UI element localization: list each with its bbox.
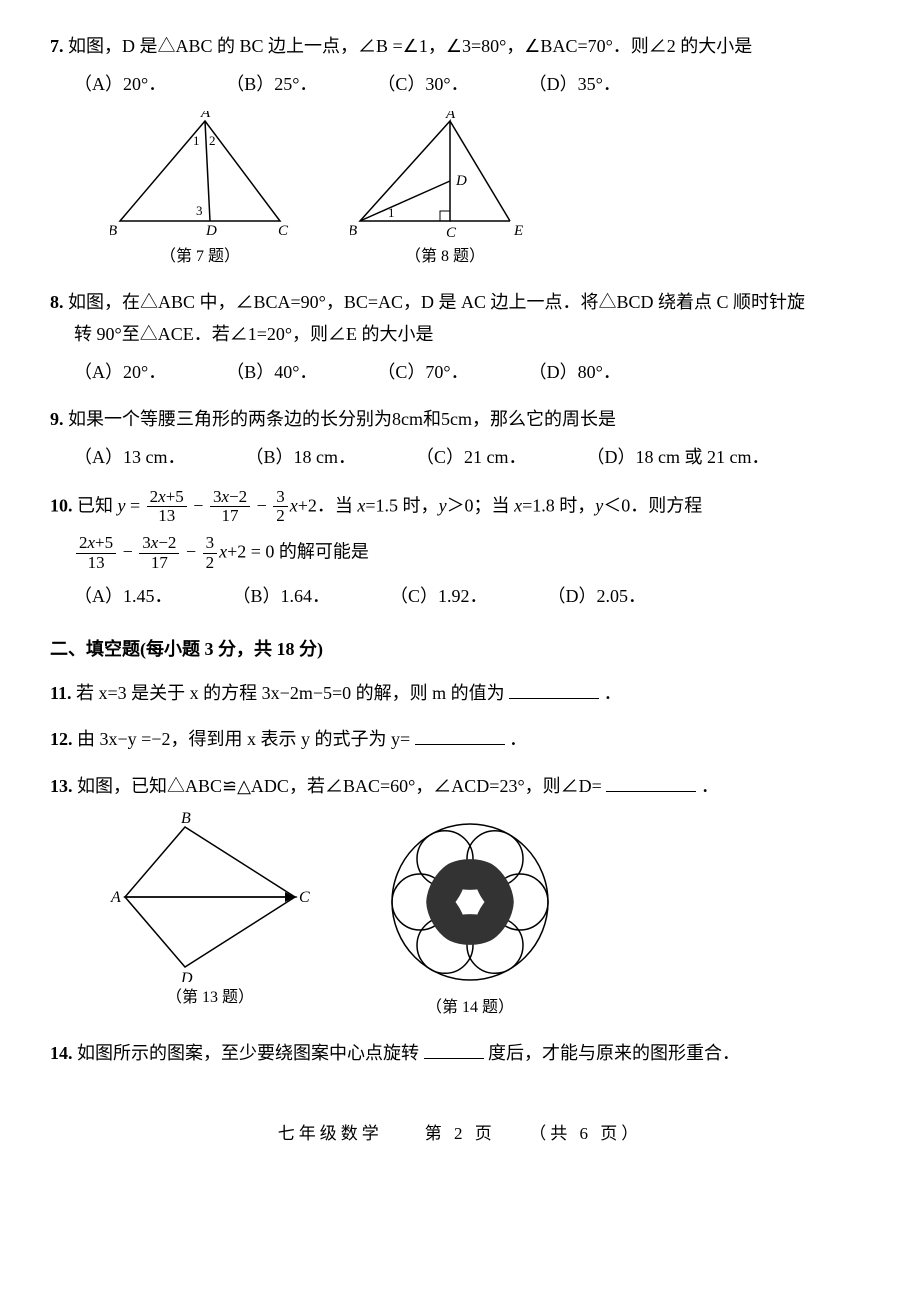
q7-options: （A）20°． （B）25°． （C）30°． （D）35°． xyxy=(74,68,870,100)
q9-opt-d: （D）18 cm 或 21 cm． xyxy=(587,441,770,473)
q7-opt-b: （B）25°． xyxy=(226,68,317,100)
question-11: 11. 若 x=3 是关于 x 的方程 3x−2m−5=0 的解，则 m 的值为… xyxy=(50,677,870,709)
q12-num: 12. xyxy=(50,729,73,749)
svg-text:3: 3 xyxy=(196,203,203,218)
q7-body: 如图，D 是△ABC 的 BC 边上一点，∠B =∠1，∠3=80°，∠BAC=… xyxy=(68,36,752,56)
fig7-caption: （第 7 题） xyxy=(110,243,290,272)
svg-text:B: B xyxy=(350,223,357,239)
q10-line2: 2x+513 − 3x−217 − 32x+2 = 0 的解可能是 xyxy=(74,534,870,572)
q8-opt-b: （B）40°． xyxy=(226,356,317,388)
q9-opt-c: （C）21 cm． xyxy=(416,441,527,473)
q9-num: 9. xyxy=(50,409,64,429)
q10-opt-a: （A）1.45． xyxy=(74,580,173,612)
svg-text:C: C xyxy=(446,225,457,241)
q10-options: （A）1.45． （B）1.64． （C）1.92． （D）2.05． xyxy=(74,580,870,612)
q8-opt-c: （C）70°． xyxy=(377,356,468,388)
q8-opt-a: （A）20°． xyxy=(74,356,166,388)
q9-opt-a: （A）13 cm． xyxy=(74,441,186,473)
q9-text: 9. 如果一个等腰三角形的两条边的长分别为8cm和5cm，那么它的周长是 xyxy=(50,403,870,435)
svg-text:1: 1 xyxy=(388,205,395,220)
question-9: 9. 如果一个等腰三角形的两条边的长分别为8cm和5cm，那么它的周长是 （A）… xyxy=(50,403,870,474)
q13-body-a: 如图，已知△ABC≌△ADC，若∠BAC=60°，∠ACD=23°，则∠D= xyxy=(77,776,606,796)
fig14-caption: （第 14 题） xyxy=(370,994,570,1023)
q8-num: 8. xyxy=(50,292,64,312)
fig13-wrap: A B C D （第 13 题） xyxy=(110,812,310,1023)
svg-text:A: A xyxy=(110,889,121,906)
q11-blank xyxy=(509,680,599,699)
q10-num: 10. xyxy=(50,495,73,515)
svg-text:E: E xyxy=(513,223,523,239)
svg-text:D: D xyxy=(455,173,467,189)
fig13-svg: A B C D xyxy=(110,812,310,982)
q7-text: 7. 如图，D 是△ABC 的 BC 边上一点，∠B =∠1，∠3=80°，∠B… xyxy=(50,30,870,62)
fig8-wrap: A B C D E 1 （第 8 题） xyxy=(350,111,540,272)
q7-opt-c: （C）30°． xyxy=(377,68,468,100)
q10-opt-d: （D）2.05． xyxy=(548,580,647,612)
page-footer: 七年级数学 第 2 页 （共 6 页） xyxy=(50,1119,870,1150)
fig7-svg: A B C D 12 3 xyxy=(110,111,290,241)
q14-blank xyxy=(424,1040,484,1059)
figs-13-14: A B C D （第 13 题） （第 14 题） xyxy=(110,812,870,1023)
svg-text:B: B xyxy=(110,223,117,239)
fig8-svg: A B C D E 1 xyxy=(350,111,540,241)
svg-text:D: D xyxy=(180,970,193,982)
svg-text:B: B xyxy=(181,812,191,827)
svg-text:A: A xyxy=(200,111,211,121)
svg-text:D: D xyxy=(205,223,217,239)
fig14-svg xyxy=(370,812,570,992)
fig14-wrap: （第 14 题） xyxy=(370,812,570,1023)
q12-blank xyxy=(415,726,505,745)
q13-blank xyxy=(606,773,696,792)
q11-body-a: 若 x=3 是关于 x 的方程 3x−2m−5=0 的解，则 m 的值为 xyxy=(76,683,505,703)
q11-num: 11. xyxy=(50,683,72,703)
q9-opt-b: （B）18 cm． xyxy=(246,441,357,473)
q14-body-b: 度后，才能与原来的图形重合． xyxy=(488,1043,740,1063)
q8-body-a: 如图，在△ABC 中，∠BCA=90°，BC=AC，D 是 AC 边上一点．将△… xyxy=(68,292,805,312)
q11-body-b: ． xyxy=(604,683,622,703)
q10-opt-c: （C）1.92． xyxy=(390,580,488,612)
question-7: 7. 如图，D 是△ABC 的 BC 边上一点，∠B =∠1，∠3=80°，∠B… xyxy=(50,30,870,272)
svg-text:A: A xyxy=(445,111,456,122)
q7-opt-d: （D）35°． xyxy=(529,68,621,100)
fig7-wrap: A B C D 12 3 （第 7 题） xyxy=(110,111,290,272)
svg-text:1: 1 xyxy=(193,133,200,148)
q9-options: （A）13 cm． （B）18 cm． （C）21 cm． （D）18 cm 或… xyxy=(74,441,870,473)
section-2-title: 二、填空题(每小题 3 分，共 18 分) xyxy=(50,633,870,665)
svg-text:C: C xyxy=(278,223,289,239)
question-13: 13. 如图，已知△ABC≌△ADC，若∠BAC=60°，∠ACD=23°，则∠… xyxy=(50,770,870,1023)
q10-line1: 10. 已知 y = 2x+513 − 3x−217 − 32x+2．当 x=1… xyxy=(50,488,870,526)
q10-opt-b: （B）1.64． xyxy=(233,580,331,612)
svg-text:2: 2 xyxy=(209,133,216,148)
q12-body-b: ． xyxy=(509,729,527,749)
q14-body-a: 如图所示的图案，至少要绕图案中心点旋转 xyxy=(77,1043,419,1063)
q13-body-b: ． xyxy=(701,776,719,796)
question-12: 12. 由 3x−y =−2，得到用 x 表示 y 的式子为 y= ． xyxy=(50,723,870,755)
question-14: 14. 如图所示的图案，至少要绕图案中心点旋转 度后，才能与原来的图形重合． xyxy=(50,1037,870,1069)
q12-body-a: 由 3x−y =−2，得到用 x 表示 y 的式子为 y= xyxy=(77,729,410,749)
q14-num: 14. xyxy=(50,1043,73,1063)
q8-text-a: 8. 如图，在△ABC 中，∠BCA=90°，BC=AC，D 是 AC 边上一点… xyxy=(50,286,870,318)
svg-text:C: C xyxy=(299,889,310,906)
q7-num: 7. xyxy=(50,36,64,56)
q8-options: （A）20°． （B）40°． （C）70°． （D）80°． xyxy=(74,356,870,388)
q7-opt-a: （A）20°． xyxy=(74,68,166,100)
question-10: 10. 已知 y = 2x+513 − 3x−217 − 32x+2．当 x=1… xyxy=(50,488,870,613)
q13-num: 13. xyxy=(50,776,73,796)
q9-body: 如果一个等腰三角形的两条边的长分别为8cm和5cm，那么它的周长是 xyxy=(68,409,616,429)
q8-opt-d: （D）80°． xyxy=(529,356,621,388)
q8-body-b: 转 90°至△ACE．若∠1=20°，则∠E 的大小是 xyxy=(74,318,870,350)
fig13-caption: （第 13 题） xyxy=(110,984,310,1013)
question-8: 8. 如图，在△ABC 中，∠BCA=90°，BC=AC，D 是 AC 边上一点… xyxy=(50,286,870,389)
figs-7-8: ABCD123 （第 7 题） ABCDE1 （第 8 题） xyxy=(110,111,870,272)
fig8-caption: （第 8 题） xyxy=(350,243,540,272)
